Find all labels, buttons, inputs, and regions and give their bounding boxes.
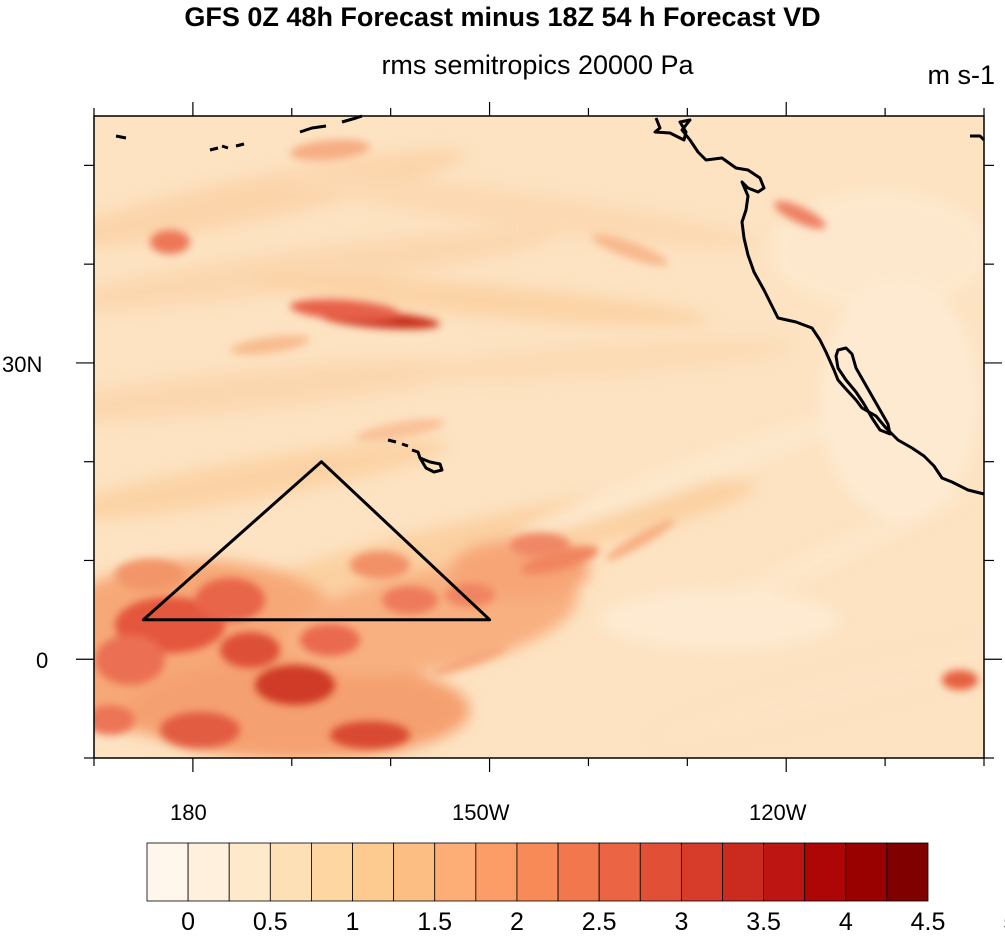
lon-label-180: 180 (170, 800, 207, 825)
region-triangle (141, 460, 492, 622)
colorbar-label: 3.5 (746, 908, 781, 936)
hawaii-islands-small (387, 438, 422, 459)
colorbar-swatch (393, 842, 436, 902)
colorbar-swatch (845, 842, 888, 902)
colorbar-swatch (804, 842, 847, 902)
colorbar-swatch (516, 842, 559, 902)
map-subtitle: rms semitropics 20000 Pa (381, 50, 694, 80)
colorbar-label: 3 (674, 908, 689, 936)
colorbar-label: 1.5 (417, 908, 453, 936)
colorbar-swatch (146, 842, 189, 902)
colorbar-swatch (886, 842, 929, 902)
lon-label-120w: 120W (749, 800, 807, 825)
aleutian-islands (115, 114, 363, 152)
colorbar-swatch (434, 842, 477, 902)
colorbar-swatch (311, 842, 353, 902)
colorbar-swatch (269, 842, 312, 902)
colorbar (146, 842, 929, 902)
colorbar-swatch (680, 842, 723, 902)
colorbar-label: 2.5 (581, 908, 617, 936)
colorbar-swatch (228, 842, 271, 902)
colorbar-swatch (187, 842, 230, 902)
colorbar-label: 2 (509, 908, 524, 936)
colorbar-label: 0.5 (252, 908, 288, 936)
colorbar-label: 0 (181, 908, 196, 936)
baja-california-coastline (834, 346, 892, 436)
lat-label-30n: 30N (2, 352, 43, 377)
colorbar-label: 4 (838, 908, 853, 936)
colorbar-swatch (352, 842, 395, 902)
coastlines (115, 114, 986, 496)
lon-label-150w: 150W (452, 800, 510, 825)
colorbar-swatch (639, 842, 682, 902)
rms-field (94, 139, 984, 758)
colorbar-label: 4.5 (910, 908, 946, 936)
units-label: m s-1 (927, 60, 996, 90)
colorbar-label: 1 (345, 908, 360, 936)
axis-ticks (76, 102, 1002, 772)
colorbar-swatch (557, 842, 600, 902)
lat-label-0: 0 (36, 648, 49, 673)
map-title: GFS 0Z 48h Forecast minus 18Z 54 h Forec… (184, 2, 821, 32)
colorbar-swatch (598, 842, 641, 902)
map-frame (93, 115, 985, 759)
east-coast-fragment (970, 134, 986, 142)
hawaii-island (418, 456, 444, 474)
colorbar-swatch (763, 842, 806, 902)
colorbar-swatch (722, 842, 764, 902)
colorbar-label: 5 (980, 907, 1005, 937)
colorbar-swatch (475, 842, 518, 902)
